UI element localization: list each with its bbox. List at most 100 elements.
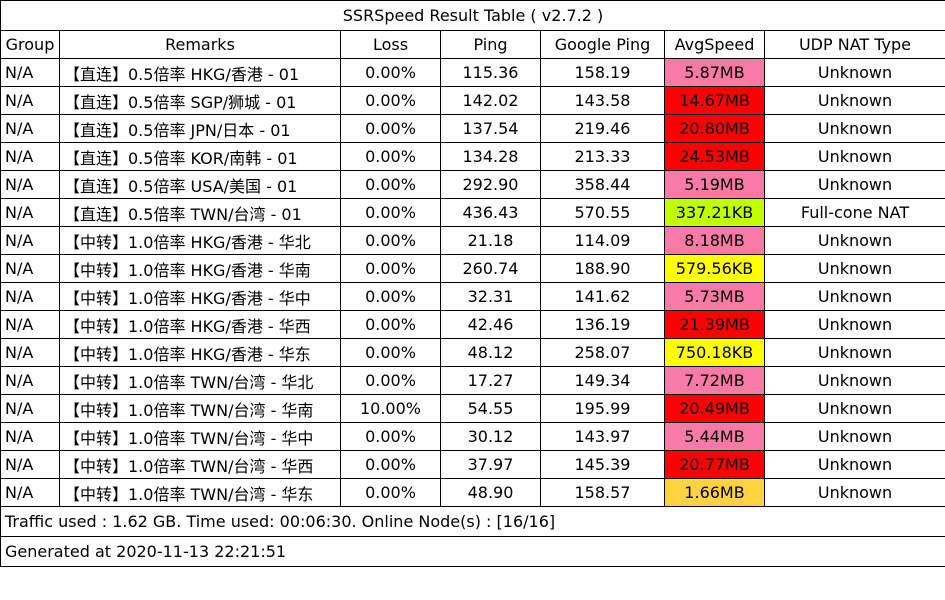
cell-group: N/A	[0, 478, 60, 507]
table-row: N/A 【直连】0.5倍率 HKG/香港 - 01 0.00% 115.36 158.1…	[0, 58, 945, 87]
cell-udp-nat-type: Unknown	[764, 170, 945, 199]
cell-google-ping: 149.34	[540, 366, 665, 395]
table-row: N/A 【中转】1.0倍率 TWN/台湾 - 华北 0.00% 17.27 149.34…	[0, 366, 945, 395]
cell-google-ping: 136.19	[540, 310, 665, 339]
table-row: N/A 【中转】1.0倍率 TWN/台湾 - 华南 10.00% 54.55 195.9…	[0, 394, 945, 423]
table-row: N/A 【中转】1.0倍率 HKG/香港 - 华东 0.00% 48.12 258.07…	[0, 338, 945, 367]
cell-udp-nat-type: Unknown	[764, 394, 945, 423]
cell-avg-speed: 579.56KB	[664, 254, 765, 283]
cell-group: N/A	[0, 282, 60, 311]
cell-group: N/A	[0, 170, 60, 199]
cell-remarks: 【中转】1.0倍率 TWN/台湾 - 华西	[59, 450, 341, 479]
header-remarks: Remarks	[59, 30, 341, 59]
cell-loss: 0.00%	[340, 142, 441, 171]
cell-avg-speed: 20.77MB	[664, 450, 765, 479]
table-row: N/A 【中转】1.0倍率 TWN/台湾 - 华东 0.00% 48.90 158.57…	[0, 478, 945, 507]
cell-remarks: 【中转】1.0倍率 TWN/台湾 - 华东	[59, 478, 341, 507]
cell-avg-speed: 20.49MB	[664, 394, 765, 423]
cell-group: N/A	[0, 114, 60, 143]
header-group: Group	[0, 30, 60, 59]
cell-google-ping: 158.19	[540, 58, 665, 87]
cell-group: N/A	[0, 86, 60, 115]
cell-group: N/A	[0, 142, 60, 171]
cell-group: N/A	[0, 226, 60, 255]
table-row: N/A 【直连】0.5倍率 JPN/日本 - 01 0.00% 137.54 219.4…	[0, 114, 945, 143]
traffic-summary: Traffic used : 1.62 GB. Time used: 00:06…	[0, 506, 945, 537]
cell-ping: 48.12	[440, 338, 541, 367]
cell-ping: 292.90	[440, 170, 541, 199]
cell-loss: 0.00%	[340, 86, 441, 115]
cell-avg-speed: 8.18MB	[664, 226, 765, 255]
cell-remarks: 【中转】1.0倍率 TWN/台湾 - 华中	[59, 422, 341, 451]
cell-group: N/A	[0, 198, 60, 227]
cell-google-ping: 114.09	[540, 226, 665, 255]
cell-udp-nat-type: Unknown	[764, 142, 945, 171]
cell-loss: 0.00%	[340, 58, 441, 87]
cell-google-ping: 143.58	[540, 86, 665, 115]
cell-ping: 17.27	[440, 366, 541, 395]
table-row: N/A 【中转】1.0倍率 TWN/台湾 - 华中 0.00% 30.12 143.97…	[0, 422, 945, 451]
cell-avg-speed: 337.21KB	[664, 198, 765, 227]
generated-timestamp: Generated at 2020-11-13 22:21:51	[0, 536, 945, 567]
cell-google-ping: 158.57	[540, 478, 665, 507]
cell-udp-nat-type: Unknown	[764, 478, 945, 507]
cell-udp-nat-type: Unknown	[764, 282, 945, 311]
cell-google-ping: 213.33	[540, 142, 665, 171]
cell-loss: 0.00%	[340, 478, 441, 507]
cell-loss: 10.00%	[340, 394, 441, 423]
cell-google-ping: 570.55	[540, 198, 665, 227]
cell-ping: 142.02	[440, 86, 541, 115]
cell-udp-nat-type: Unknown	[764, 86, 945, 115]
cell-avg-speed: 7.72MB	[664, 366, 765, 395]
cell-avg-speed: 5.73MB	[664, 282, 765, 311]
cell-udp-nat-type: Unknown	[764, 450, 945, 479]
cell-google-ping: 258.07	[540, 338, 665, 367]
cell-udp-nat-type: Unknown	[764, 422, 945, 451]
cell-remarks: 【中转】1.0倍率 HKG/香港 - 华西	[59, 310, 341, 339]
cell-loss: 0.00%	[340, 226, 441, 255]
cell-udp-nat-type: Unknown	[764, 58, 945, 87]
table-row: N/A 【直连】0.5倍率 SGP/狮城 - 01 0.00% 142.02 143.5…	[0, 86, 945, 115]
cell-remarks: 【直连】0.5倍率 USA/美国 - 01	[59, 170, 341, 199]
table-row: N/A 【中转】1.0倍率 HKG/香港 - 华南 0.00% 260.74 188.9…	[0, 254, 945, 283]
cell-group: N/A	[0, 254, 60, 283]
cell-ping: 260.74	[440, 254, 541, 283]
cell-avg-speed: 5.87MB	[664, 58, 765, 87]
cell-group: N/A	[0, 338, 60, 367]
cell-ping: 134.28	[440, 142, 541, 171]
cell-ping: 30.12	[440, 422, 541, 451]
cell-loss: 0.00%	[340, 450, 441, 479]
cell-loss: 0.00%	[340, 170, 441, 199]
cell-loss: 0.00%	[340, 338, 441, 367]
header-google-ping: Google Ping	[540, 30, 665, 59]
cell-remarks: 【中转】1.0倍率 HKG/香港 - 华东	[59, 338, 341, 367]
cell-loss: 0.00%	[340, 310, 441, 339]
cell-ping: 32.31	[440, 282, 541, 311]
table-row: N/A 【直连】0.5倍率 TWN/台湾 - 01 0.00% 436.43 570.5…	[0, 198, 945, 227]
table-row: N/A 【中转】1.0倍率 HKG/香港 - 华中 0.00% 32.31 141.62…	[0, 282, 945, 311]
cell-google-ping: 141.62	[540, 282, 665, 311]
result-table: SSRSpeed Result Table ( v2.7.2 ) Group R…	[0, 0, 945, 567]
cell-ping: 48.90	[440, 478, 541, 507]
cell-avg-speed: 20.80MB	[664, 114, 765, 143]
cell-remarks: 【中转】1.0倍率 TWN/台湾 - 华北	[59, 366, 341, 395]
cell-google-ping: 145.39	[540, 450, 665, 479]
cell-udp-nat-type: Unknown	[764, 114, 945, 143]
cell-udp-nat-type: Unknown	[764, 366, 945, 395]
cell-remarks: 【直连】0.5倍率 JPN/日本 - 01	[59, 114, 341, 143]
cell-loss: 0.00%	[340, 254, 441, 283]
cell-remarks: 【直连】0.5倍率 KOR/南韩 - 01	[59, 142, 341, 171]
cell-google-ping: 143.97	[540, 422, 665, 451]
header-row: Group Remarks Loss Ping Google Ping AvgS…	[0, 30, 945, 59]
cell-ping: 115.36	[440, 58, 541, 87]
cell-remarks: 【中转】1.0倍率 TWN/台湾 - 华南	[59, 394, 341, 423]
cell-google-ping: 195.99	[540, 394, 665, 423]
cell-group: N/A	[0, 422, 60, 451]
cell-group: N/A	[0, 450, 60, 479]
table-row: N/A 【直连】0.5倍率 KOR/南韩 - 01 0.00% 134.28 213.3…	[0, 142, 945, 171]
cell-remarks: 【直连】0.5倍率 HKG/香港 - 01	[59, 58, 341, 87]
cell-remarks: 【直连】0.5倍率 TWN/台湾 - 01	[59, 198, 341, 227]
cell-loss: 0.00%	[340, 282, 441, 311]
cell-ping: 37.97	[440, 450, 541, 479]
cell-udp-nat-type: Unknown	[764, 226, 945, 255]
